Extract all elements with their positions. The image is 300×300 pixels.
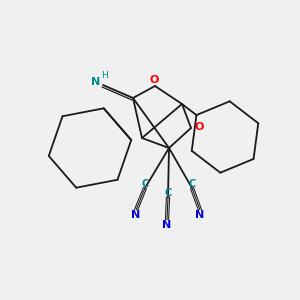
Text: C: C <box>164 188 172 198</box>
Text: H: H <box>100 71 107 80</box>
Text: N: N <box>131 210 141 220</box>
Text: N: N <box>92 77 100 87</box>
Text: C: C <box>141 179 148 189</box>
Text: N: N <box>162 220 172 230</box>
Text: O: O <box>194 122 204 132</box>
Text: N: N <box>195 210 205 220</box>
Text: C: C <box>188 179 196 189</box>
Text: O: O <box>149 75 159 85</box>
